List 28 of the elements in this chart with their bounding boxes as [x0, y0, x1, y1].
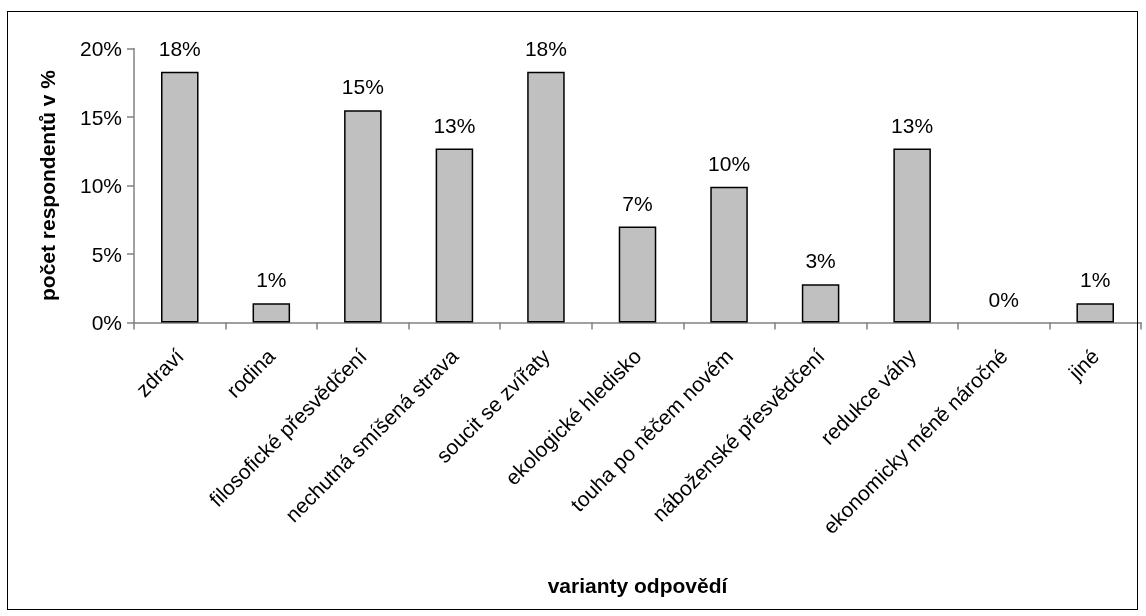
data-label: 7% — [622, 191, 653, 215]
data-label: 13% — [891, 113, 934, 137]
data-label: 18% — [158, 36, 201, 60]
y-tick-label: 20% — [79, 37, 122, 60]
y-tick-label: 10% — [79, 174, 122, 197]
data-label: 18% — [524, 36, 567, 60]
bar — [893, 148, 931, 323]
data-label: 10% — [708, 151, 751, 175]
bar — [435, 148, 474, 323]
y-tick-label: 0% — [91, 311, 122, 334]
bar — [801, 284, 840, 323]
y-tick-label: 5% — [91, 242, 122, 266]
data-label: 1% — [1080, 268, 1111, 292]
bar — [344, 110, 382, 323]
bar — [618, 226, 657, 323]
bar — [161, 71, 199, 323]
x-axis-title: varianty odpovědí — [547, 573, 729, 597]
bar — [252, 303, 291, 323]
data-label: 13% — [433, 113, 476, 137]
data-label: 3% — [805, 249, 836, 273]
data-label: 15% — [341, 75, 384, 99]
y-axis-title: počet respondentů v % — [36, 69, 59, 302]
bar — [710, 186, 748, 323]
data-label: 0% — [988, 287, 1019, 311]
y-tick-label: 15% — [79, 105, 122, 129]
bar — [527, 71, 565, 323]
bar — [1076, 303, 1114, 323]
data-label: 1% — [256, 268, 287, 292]
